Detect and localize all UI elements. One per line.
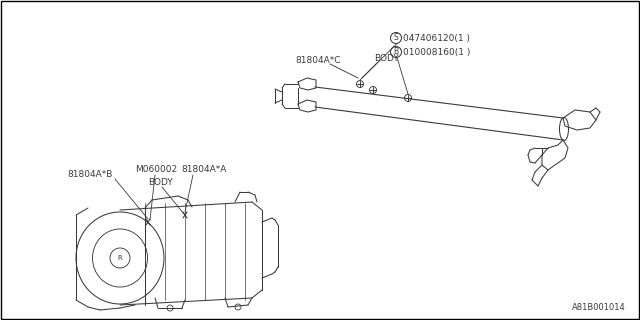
Text: S: S xyxy=(394,34,398,43)
Text: M060002: M060002 xyxy=(135,165,177,174)
Text: 010008160(1 ): 010008160(1 ) xyxy=(403,48,470,57)
Text: 81804A*C: 81804A*C xyxy=(295,56,340,65)
Text: B: B xyxy=(394,47,399,57)
Text: A81B001014: A81B001014 xyxy=(572,303,626,312)
Text: 047406120(1 ): 047406120(1 ) xyxy=(403,34,470,43)
Text: 81804A*B: 81804A*B xyxy=(67,170,113,179)
Text: R: R xyxy=(118,255,122,261)
Text: 81804A*A: 81804A*A xyxy=(181,165,227,174)
Text: BODY: BODY xyxy=(148,178,173,187)
Text: BODY: BODY xyxy=(374,54,399,63)
